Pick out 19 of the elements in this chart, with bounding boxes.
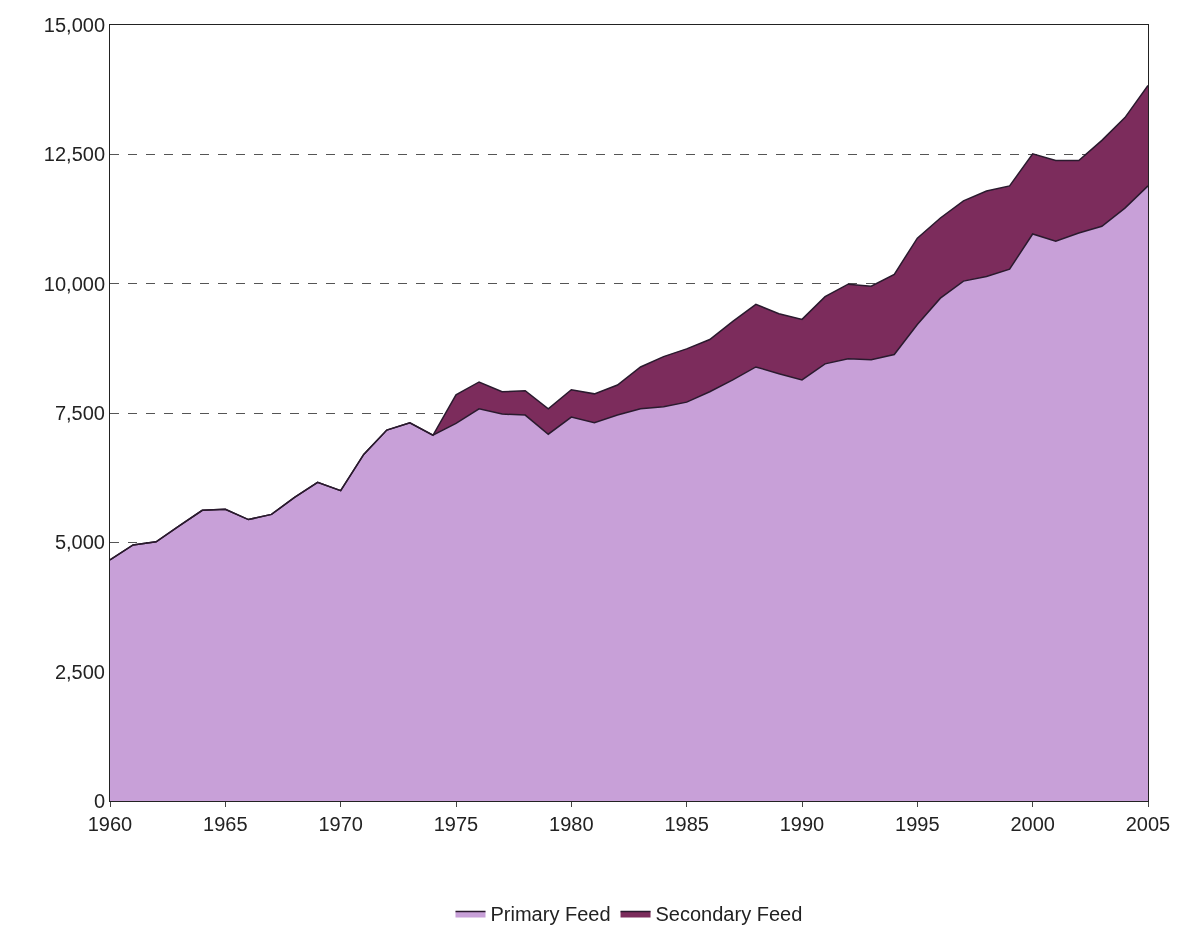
x-tick-label: 1995 [895, 813, 940, 835]
x-tick-label: 1980 [549, 813, 594, 835]
y-tick-label: 5,000 [54, 531, 105, 554]
x-tick-label: 1970 [318, 813, 363, 835]
x-tick-label: 1965 [203, 813, 248, 835]
x-tick-label: 2005 [1125, 813, 1171, 835]
y-tick-label: 2,500 [54, 660, 105, 683]
y-tick-label: 12,500 [43, 143, 105, 166]
x-tick-label: 1960 [87, 813, 133, 835]
x-tick-label: 2000 [1010, 813, 1055, 835]
x-tick-label: 1990 [779, 813, 825, 835]
legend-label: Secondary Feed [655, 903, 803, 926]
y-tick-label: 0 [93, 790, 105, 812]
x-tick-label: 1985 [664, 813, 709, 835]
y-tick-label: 15,000 [43, 14, 105, 36]
legend-label: Primary Feed [490, 903, 611, 926]
y-tick-label: 10,000 [43, 272, 105, 295]
x-tick-label: 1975 [433, 813, 479, 835]
y-tick-label: 7,500 [54, 402, 105, 424]
